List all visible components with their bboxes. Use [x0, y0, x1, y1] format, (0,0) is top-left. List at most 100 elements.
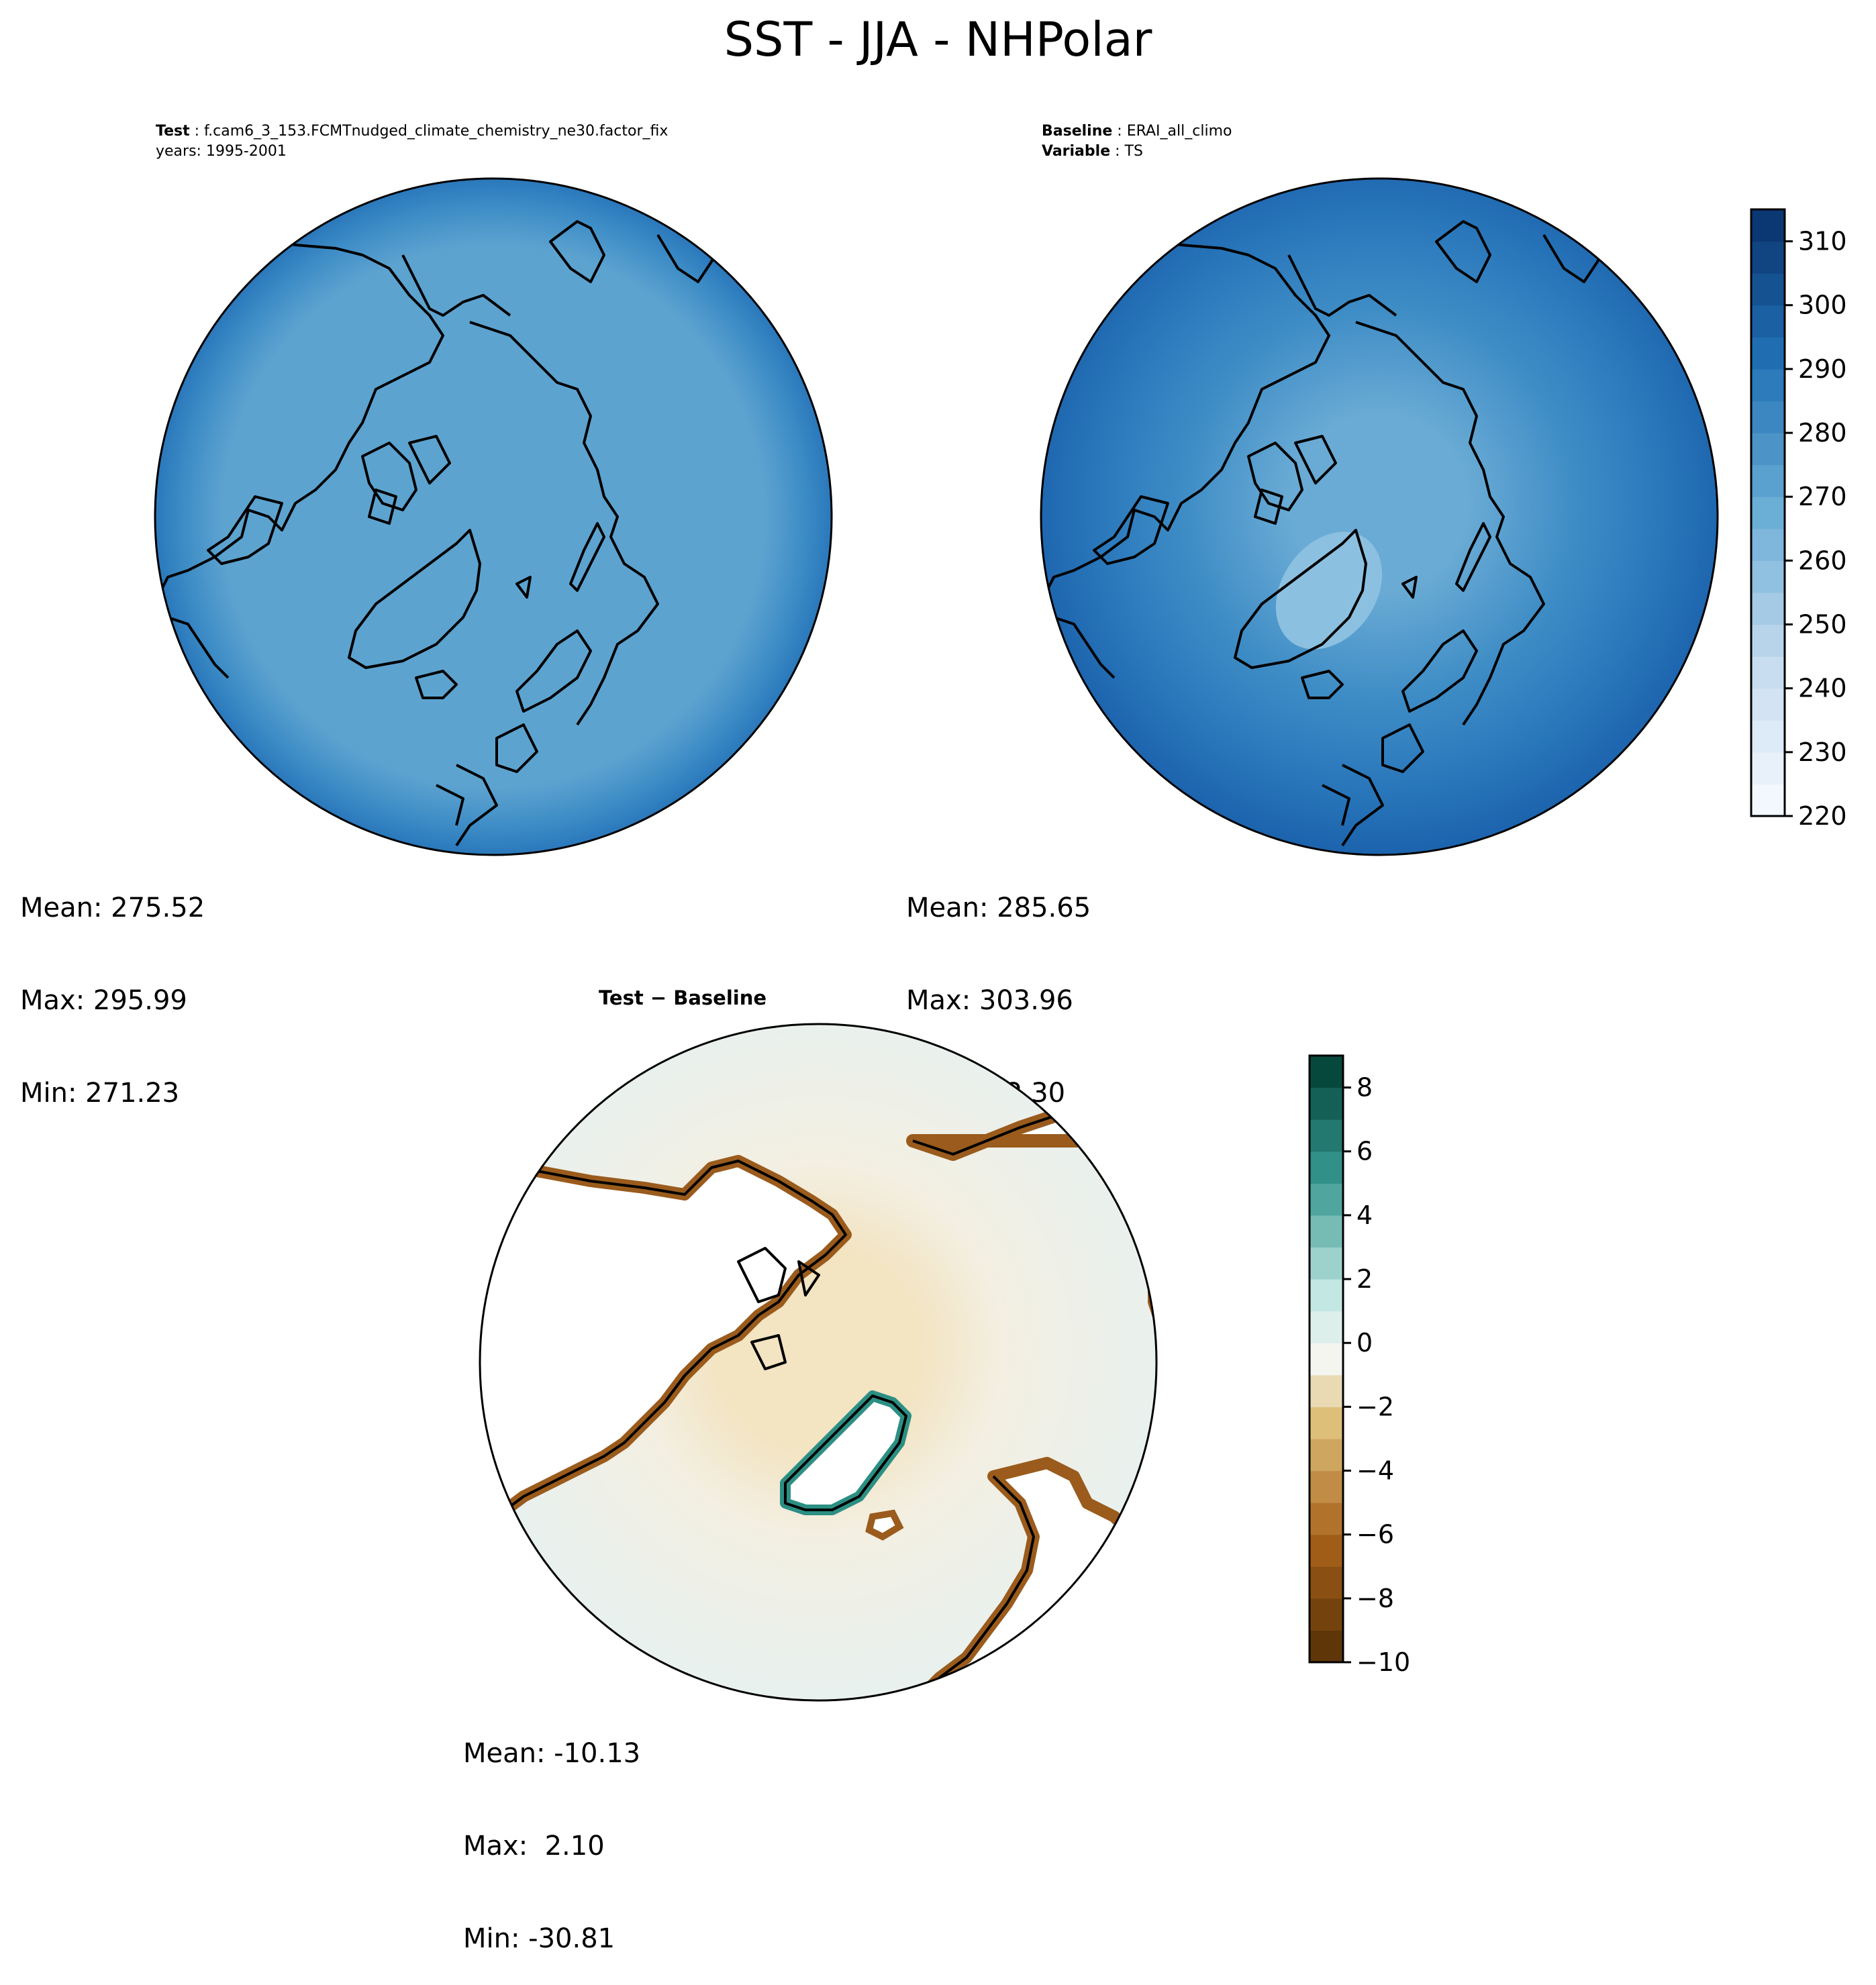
difference-max: Max: 2.10 [463, 1831, 605, 1862]
scandinavia-coast [1381, 629, 1478, 773]
absolute-colorbar-segment [1751, 688, 1785, 721]
hudson-bay-coast [207, 495, 283, 565]
baseline-max: Max: 303.96 [906, 985, 1073, 1016]
difference-colorbar-segment [1310, 1279, 1343, 1312]
absolute-colorbar-segment [1751, 497, 1785, 529]
difference-header: Test − Baseline [599, 986, 767, 1009]
canadian-islands [1247, 435, 1337, 525]
canadian-islands [361, 435, 451, 525]
iceland-coast [415, 670, 458, 699]
difference-mean: Mean: -10.13 [463, 1738, 641, 1769]
absolute-colorbar-segment [1751, 720, 1785, 753]
test-header: Test : f.cam6_3_153.FCMTnudged_climate_c… [156, 121, 668, 162]
difference-map-border [479, 1023, 1158, 1702]
absolute-colorbar-segment [1751, 784, 1785, 817]
greenland-coast [1234, 529, 1367, 669]
difference-colorbar-segment [1310, 1438, 1343, 1472]
absolute-colorbar-segment [1751, 464, 1785, 497]
siberia-coast [912, 1113, 1156, 1531]
alaska-coast [1287, 254, 1397, 317]
absolute-colorbar-segment [1751, 592, 1785, 625]
baseline-variable-key: Variable [1042, 143, 1111, 160]
test-map-border [154, 177, 833, 856]
difference-coastlines [480, 1113, 1156, 1700]
difference-colorbar-tick-label: −10 [1356, 1647, 1410, 1677]
canadian-islands [737, 1247, 820, 1370]
baseline-label-key: Baseline [1042, 123, 1113, 140]
difference-colorbar-segment [1310, 1630, 1343, 1663]
difference-colorbar-segment [1310, 1470, 1343, 1503]
difference-colorbar-tick-label: 8 [1356, 1073, 1373, 1103]
difference-colorbar-segment [1310, 1374, 1343, 1407]
absolute-colorbar-segment [1751, 656, 1785, 689]
difference-colorbar-segment [1310, 1343, 1343, 1376]
absolute-colorbar-segment [1751, 752, 1785, 785]
test-label-value: f.cam6_3_153.FCMTnudged_climate_chemistr… [204, 123, 669, 140]
europe-coast [436, 764, 498, 847]
baseline-ocean [1041, 179, 1718, 855]
absolute-colorbar-tick-label: 280 [1798, 418, 1847, 448]
difference-colorbar-tick-label: 6 [1356, 1137, 1373, 1166]
absolute-colorbar-tick-label: 300 [1798, 291, 1847, 320]
baseline-mean: Mean: 285.65 [906, 893, 1091, 923]
baseline-header: Baseline : ERAI_all_climo Variable : TS [1042, 123, 1232, 160]
hudson-bay-coast [1093, 495, 1169, 565]
test-map [154, 177, 833, 856]
test-mean: Mean: 275.52 [20, 893, 205, 923]
absolute-colorbar-segment [1751, 624, 1785, 657]
difference-colorbar-tick-label: 2 [1356, 1264, 1373, 1294]
test-years: years: 1995-2001 [156, 143, 287, 160]
absolute-colorbar: 220 230 240 250 260 270 280 290 300 310 [1750, 208, 1847, 831]
baseline-variable-value: TS [1124, 143, 1143, 160]
iceland-land [865, 1509, 904, 1541]
difference-colorbar-segment [1310, 1056, 1343, 1088]
absolute-colorbar-frame [1750, 208, 1786, 817]
difference-colorbar-segment [1310, 1407, 1343, 1439]
baseline-map-border [1040, 177, 1719, 856]
absolute-colorbar-segment [1751, 241, 1785, 274]
absolute-colorbar-segment [1751, 368, 1785, 402]
difference-colorbar-segment [1310, 1566, 1343, 1599]
difference-colorbar-frame [1308, 1054, 1344, 1664]
difference-colorbar-segment [1310, 1598, 1343, 1631]
absolute-colorbar-segment [1751, 528, 1785, 561]
difference-colorbar-segment [1310, 1151, 1343, 1184]
absolute-colorbar-tick-label: 290 [1798, 354, 1847, 384]
siberia-coast [1355, 321, 1545, 726]
alaska-coast [401, 254, 511, 317]
difference-colorbar-segment [1310, 1215, 1343, 1248]
europe-coast [911, 1475, 1035, 1700]
absolute-colorbar-tick-label: 230 [1798, 737, 1847, 767]
baseline-map [1040, 177, 1719, 856]
absolute-colorbar-tick-label: 310 [1798, 227, 1847, 256]
difference-map [479, 1023, 1208, 1702]
test-stats: Mean: 275.52 Max: 295.99 Min: 271.23 [20, 831, 205, 1139]
novaya-zemlya [515, 522, 605, 599]
difference-colorbar-segment [1310, 1087, 1343, 1120]
siberia-coast [469, 321, 659, 726]
test-min: Min: 271.23 [20, 1078, 180, 1109]
difference-colorbar-segment [1310, 1534, 1343, 1567]
absolute-colorbar-tick-label: 250 [1798, 610, 1847, 640]
difference-colorbar-tick-label: 0 [1356, 1328, 1373, 1358]
test-ocean [155, 179, 832, 855]
difference-colorbar-tick-label: −2 [1356, 1392, 1394, 1421]
absolute-colorbar-segment [1751, 337, 1785, 370]
iceland-coast [1301, 670, 1344, 699]
difference-colorbar: −10 −8 −6 −4 −2 0 2 4 6 8 [1308, 1054, 1410, 1677]
absolute-colorbar-segment [1751, 433, 1785, 466]
absolute-colorbar-segment [1751, 560, 1785, 593]
right-edge-land [1181, 1335, 1208, 1382]
absolute-colorbar-tick-label: 270 [1798, 482, 1847, 511]
absolute-colorbar-tick-label: 240 [1798, 674, 1847, 703]
novaya-zemlya [1401, 522, 1491, 599]
scandinavia-coast [495, 629, 592, 773]
greenland-coast [784, 1394, 907, 1511]
difference-colorbar-segment [1310, 1503, 1343, 1535]
absolute-colorbar-segment [1751, 209, 1785, 242]
greenland-coast [348, 529, 481, 669]
absolute-colorbar-tick-label: 260 [1798, 546, 1847, 575]
test-max: Max: 295.99 [20, 985, 187, 1016]
absolute-colorbar-segment [1751, 401, 1785, 434]
